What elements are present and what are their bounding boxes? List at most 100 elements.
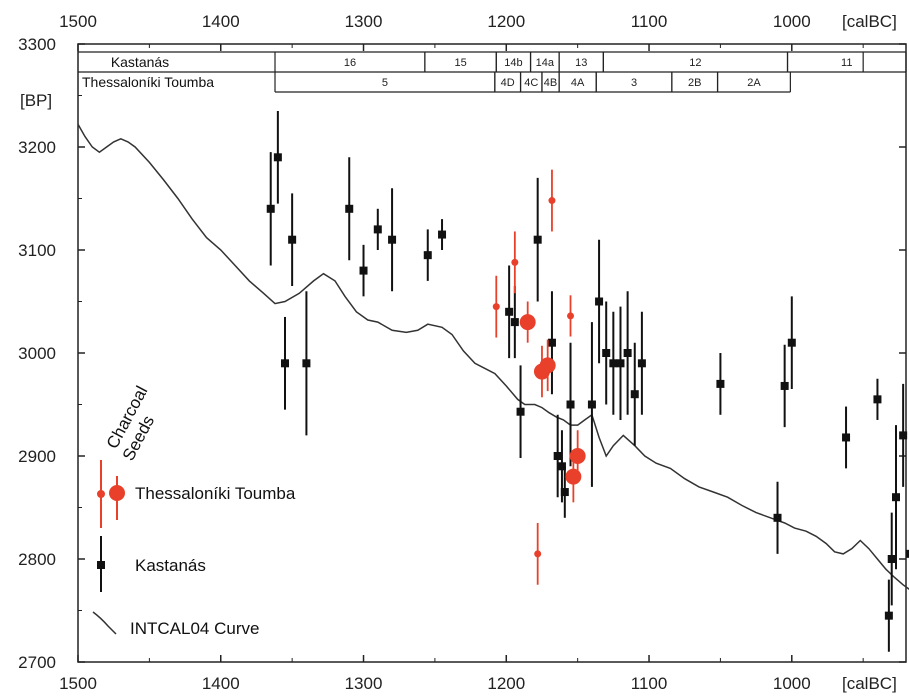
y-tick-label: 3000 [18,344,56,363]
toumba-seeds-point [567,312,575,320]
legend-kastanas-marker [97,561,105,569]
phase-label: 3 [631,77,637,89]
x-tick-label-top: 1500 [59,12,97,31]
toumba-seeds-point [492,303,500,311]
kastanas-point [373,225,382,234]
y-tick-label: 2700 [18,653,56,672]
legend-curve-label: INTCAL04 Curve [130,619,259,638]
legend-toumba-label: Thessaloníki Toumba [135,484,296,503]
toumba-seeds-point [534,550,542,558]
y-tick-label: 3200 [18,138,56,157]
toumba-charcoal-point [569,448,586,464]
phase-label: 14a [536,57,555,69]
kastanas-point [510,318,519,327]
kastanas-point [623,349,632,357]
kastanas-point [884,611,893,620]
kastanas-point [787,338,796,347]
kastanas-point [616,359,625,368]
phase-label: 2A [747,77,761,89]
x-tick-label-top: 1300 [345,12,383,31]
x-tick-label-bottom: 1100 [631,674,668,693]
kastanas-point [560,488,569,497]
x-tick-label-top: 1200 [487,12,525,31]
kastanas-point [533,235,542,244]
kastanas-point [281,359,289,368]
x-axis-unit-bottom: [calBC] [842,674,897,693]
x-tick-label-top: 1100 [631,12,668,31]
phase-label: 4B [544,77,557,89]
kastanas-point [359,266,368,275]
legend-charcoal-marker [109,485,125,501]
kastanas-point [345,204,354,213]
phase-label: 14b [504,57,522,69]
legend-curve-sample [92,611,117,635]
kastanas-point [587,400,596,409]
x-tick-label-bottom: 1400 [202,674,240,693]
phase-label: 4D [501,77,515,89]
kastanas-point [516,407,525,416]
kastanas-point [566,400,575,409]
kastanas-point [553,452,562,460]
phase-label: 13 [575,57,587,69]
kastanas-point [302,359,311,368]
kastanas-point [773,513,782,522]
y-tick-label: 2900 [18,447,56,466]
toumba-seeds-point [548,197,556,205]
phase-site-label: Kastanás [111,54,169,70]
x-tick-label-top: 1400 [202,12,240,31]
x-axis-unit-top: [calBC] [842,12,897,31]
phase-label: 11 [841,57,852,69]
kastanas-point [423,251,432,260]
y-axis-unit: [BP] [20,91,52,110]
y-tick-label: 2800 [18,550,56,569]
kastanas-point [842,433,851,442]
x-tick-label-top: 1000 [773,12,811,31]
y-tick-label: 3300 [18,35,56,54]
kastanas-point [557,462,566,471]
intcal04-curve-line [77,123,909,590]
kastanas-point [595,297,604,306]
legend-kastanas-label: Kastanás [135,556,206,575]
phase-label: 2B [688,77,701,89]
kastanas-point [602,349,611,357]
kastanas-point [547,338,556,347]
kastanas-point [892,493,901,502]
x-tick-label-bottom: 1300 [345,674,383,693]
x-tick-label-bottom: 1000 [773,674,811,693]
phase-site-label: Thessaloníki Toumba [82,74,214,90]
phase-bars: 16 15 14b 14a 13 12 11 Kastanás 5 4D 4C 4B 4A 3 2B 2A Th… [78,51,907,93]
toumba-charcoal-point [519,314,536,331]
phase-label: 4C [524,77,538,89]
kastanas-point [899,431,908,440]
intcal-curve [77,123,909,590]
kastanas-point [630,390,639,399]
x-tick-label-bottom: 1200 [487,674,525,693]
kastanas-point [716,379,725,388]
kastanas-point [906,549,909,558]
kastanas-point [438,230,447,239]
x-tick-label-bottom: 1500 [59,674,97,693]
kastanas-point [873,395,882,404]
kastanas-point [288,235,297,244]
kastanas-point [637,359,646,368]
phase-label: 15 [454,57,466,69]
legend-seeds-marker [97,490,105,498]
phase-label: 12 [689,57,701,69]
kastanas-point [887,555,896,563]
kastanas-point [505,307,514,316]
axis-ticks: 1500 1500 1400 1400 1300 1300 1200 1200 1100 1100… [18,12,906,693]
legend: Charcoal Seeds Thessaloníki Toumba Kasta… [92,383,296,638]
kastanas-point [609,359,618,368]
toumba-charcoal-point [539,357,556,374]
toumba-charcoal-point [565,468,582,485]
kastanas-point [266,204,275,213]
phase-label: 4A [571,77,585,89]
phase-label: 5 [382,77,388,89]
kastanas-point [780,381,789,390]
phase-label: 16 [344,57,356,69]
data-points [266,110,909,652]
kastanas-point [273,153,282,162]
kastanas-point [388,235,397,244]
y-tick-label: 3100 [18,241,56,260]
